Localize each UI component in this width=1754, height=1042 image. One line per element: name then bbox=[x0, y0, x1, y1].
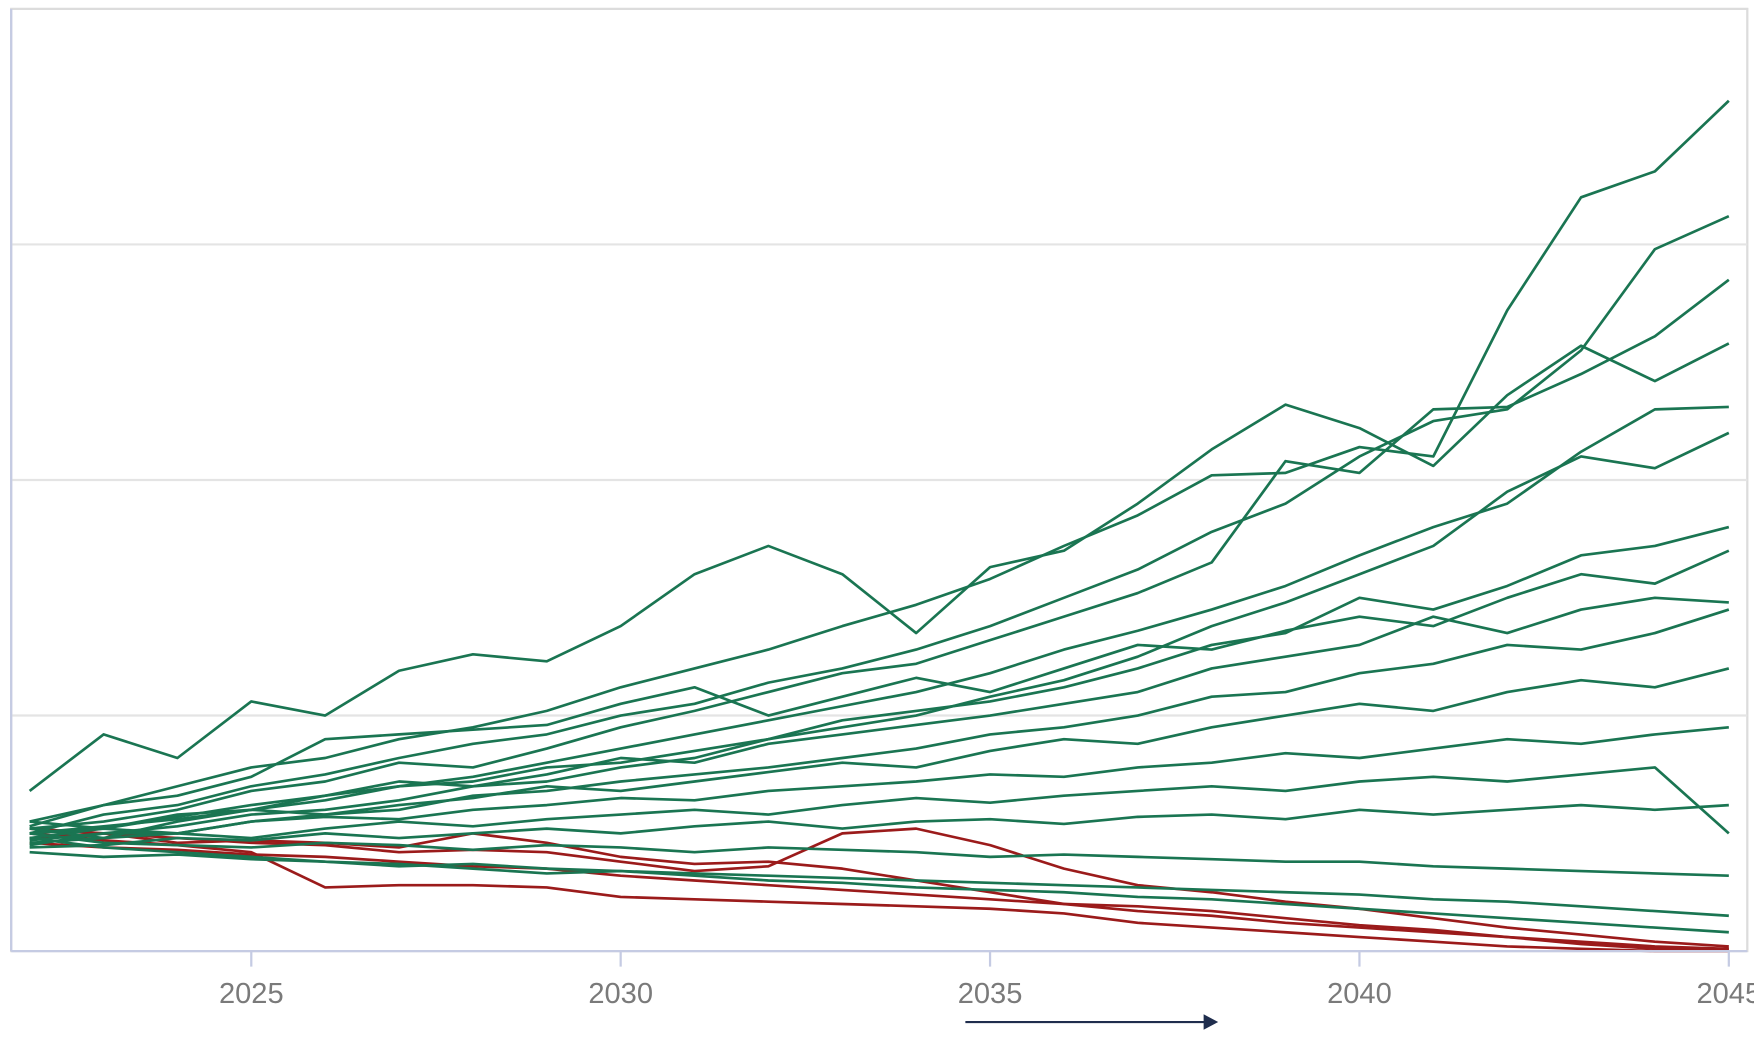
grid bbox=[11, 243, 1748, 717]
series-line bbox=[29, 836, 1729, 934]
x-tick-label: 2030 bbox=[588, 978, 653, 1010]
series-line bbox=[29, 667, 1730, 840]
x-tick-label: 2035 bbox=[958, 978, 1023, 1010]
series-line bbox=[29, 832, 1729, 953]
series-line bbox=[29, 278, 1730, 830]
series-line bbox=[28, 342, 1730, 792]
arrow-head bbox=[1203, 1014, 1219, 1030]
series-line bbox=[29, 832, 1729, 878]
series-line bbox=[29, 214, 1730, 835]
series-line bbox=[29, 608, 1730, 842]
x-tick-label: 2040 bbox=[1327, 978, 1392, 1010]
series-line bbox=[29, 549, 1730, 828]
series-line bbox=[29, 596, 1729, 830]
series-line bbox=[29, 725, 1729, 835]
series-line bbox=[29, 525, 1730, 835]
x-tick-label: 2045 bbox=[1696, 978, 1754, 1010]
x-ticks: 2025 2030 2035 2040 2045 bbox=[219, 951, 1754, 1010]
series-line bbox=[29, 405, 1729, 840]
series-line bbox=[29, 431, 1730, 847]
lines bbox=[28, 99, 1730, 953]
x-tick-label: 2025 bbox=[219, 978, 284, 1010]
series-line bbox=[29, 99, 1730, 823]
series-line bbox=[29, 766, 1730, 845]
series-line bbox=[29, 803, 1729, 849]
series-line bbox=[29, 841, 1729, 951]
